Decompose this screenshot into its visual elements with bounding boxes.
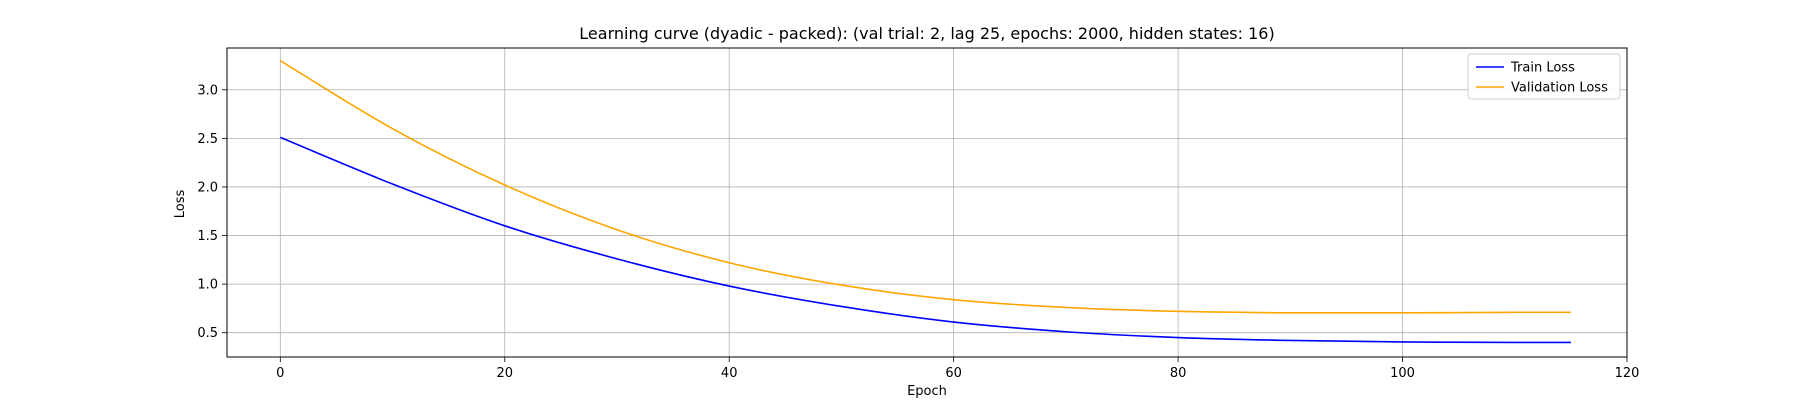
series-line-1 [279, 59, 1571, 314]
y-tick-label: 2.0 [197, 180, 218, 195]
x-tick-label: 40 [721, 366, 738, 381]
legend-label: Validation Loss [1511, 81, 1608, 96]
x-tick-label: 80 [1170, 366, 1187, 381]
y-axis-ticks: 0.5 1.0 1.5 2.0 2.5 3.0 [197, 83, 227, 341]
y-tick-label: 3.0 [197, 83, 218, 98]
x-tick-label: 60 [945, 366, 962, 381]
legend: Train Loss Validation Loss [1467, 53, 1621, 100]
y-tick-label: 2.5 [197, 132, 218, 147]
y-tick-label: 1.5 [197, 229, 218, 244]
series-lines [279, 59, 1571, 344]
x-tick-label: 20 [496, 366, 513, 381]
grid-lines [227, 48, 1628, 357]
legend-label: Train Loss [1510, 61, 1575, 76]
y-tick-label: 1.0 [197, 278, 218, 293]
x-axis-label: Epoch [907, 384, 947, 399]
x-tick-label: 100 [1390, 366, 1415, 381]
x-axis-ticks: 0 20 40 60 80 100 120 [276, 357, 1639, 381]
series-line-0 [280, 136, 1571, 344]
y-axis-label: Loss [173, 190, 188, 219]
x-tick-label: 120 [1615, 366, 1640, 381]
x-tick-label: 0 [276, 366, 284, 381]
y-tick-label: 0.5 [197, 326, 218, 341]
plot-frame [226, 47, 1628, 358]
legend-box [1467, 53, 1621, 100]
chart-title: Learning curve (dyadic - packed): (val t… [579, 24, 1274, 43]
